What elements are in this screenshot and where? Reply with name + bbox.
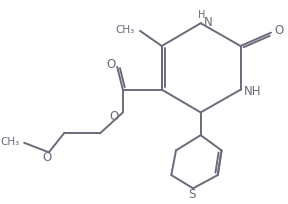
Text: CH₃: CH₃ [0,137,19,147]
Text: S: S [188,188,196,202]
Text: O: O [106,59,115,71]
Text: NH: NH [244,85,262,98]
Text: O: O [274,24,283,37]
Text: N: N [204,16,213,29]
Text: CH₃: CH₃ [115,25,134,35]
Text: O: O [42,151,52,164]
Text: H: H [198,10,205,20]
Text: O: O [110,110,119,123]
